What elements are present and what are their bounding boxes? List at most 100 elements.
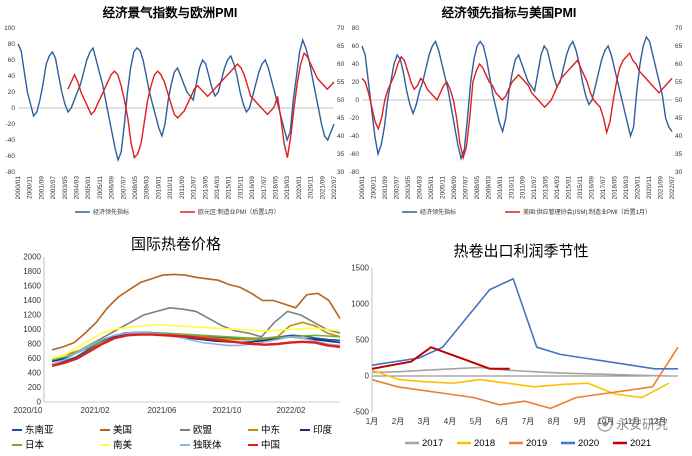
y-tick-right: 70	[337, 25, 345, 32]
x-tick: 2021/09	[319, 176, 326, 200]
y-tick: 1600	[23, 282, 41, 291]
x-tick: 2003/05	[62, 176, 69, 200]
y-tick: 500	[356, 336, 370, 345]
y-tick-left: -80	[350, 169, 360, 176]
x-tick: 2019/03	[623, 176, 630, 200]
legend-item: 经济领先指标	[93, 208, 129, 216]
y-tick-left: 0	[11, 105, 15, 112]
x-tick: 2021/10	[213, 406, 242, 415]
y-tick-right: 50	[675, 97, 683, 104]
chart2-plot: 806040200-20-40-60-807065605550454035302…	[350, 25, 683, 200]
x-tick: 2000/11	[370, 176, 377, 199]
x-tick: 2022/02	[277, 406, 306, 415]
x-tick: 5月	[470, 417, 482, 426]
x-tick: 2014/03	[214, 176, 221, 200]
x-tick: 2005/11	[97, 176, 104, 199]
y-tick-left: -20	[6, 121, 16, 128]
y-tick-right: 35	[337, 151, 345, 158]
legend-item: 日本	[25, 439, 45, 451]
x-tick: 2006/09	[109, 176, 116, 200]
x-tick: 2012/07	[531, 176, 538, 200]
y-tick: 800	[28, 340, 42, 349]
y-tick-right: 30	[337, 169, 345, 176]
legend-item: 欧元区:制造业PMI（后置1月）	[198, 208, 280, 216]
x-tick: 2022/07	[669, 176, 676, 200]
y-tick-left: 80	[352, 25, 360, 32]
series-line	[51, 273, 341, 351]
y-tick-right: 55	[337, 79, 345, 86]
legend-item: 2018	[474, 438, 495, 449]
y-tick-left: 60	[8, 57, 16, 64]
chart4-title: 热卷出口利润季节性	[453, 243, 588, 260]
series-line	[361, 35, 673, 161]
x-tick: 2021/02	[81, 406, 110, 415]
x-tick: 2016/09	[589, 176, 596, 200]
x-tick: 7月	[522, 417, 534, 426]
x-tick: 2011/09	[179, 176, 186, 199]
y-tick-right: 70	[675, 25, 683, 32]
legend-item: 2021	[630, 438, 651, 449]
y-tick-right: 50	[337, 97, 345, 104]
y-tick-left: 40	[8, 73, 16, 80]
y-tick: 1000	[351, 300, 369, 309]
y-tick-left: 60	[352, 43, 360, 50]
x-tick: 2000/01	[15, 176, 22, 200]
y-tick-right: 30	[675, 169, 683, 176]
y-tick-left: -40	[350, 133, 360, 140]
legend-item: 东南亚	[25, 424, 54, 436]
y-tick-left: -80	[6, 169, 16, 176]
series-line	[51, 306, 341, 363]
chart3-title: 国际热卷价格	[131, 236, 221, 253]
x-tick: 2008/05	[132, 176, 139, 200]
x-tick: 2018/05	[272, 176, 279, 200]
legend-item: 经济领先指标	[420, 208, 456, 216]
series-line	[371, 369, 670, 399]
y-tick-left: -60	[350, 151, 360, 158]
x-tick: 2020/11	[646, 176, 653, 199]
x-tick: 8月	[548, 417, 560, 426]
y-tick-right: 55	[675, 79, 683, 86]
x-tick: 1月	[366, 417, 378, 426]
y-tick-left: 20	[352, 79, 360, 86]
x-tick: 2008/05	[474, 176, 481, 200]
chart2-legend: 经济领先指标 美国:供应管理协会(ISM):制造业PMI（后置1月）	[402, 208, 651, 216]
watermark-logo: 永安研究	[597, 416, 668, 432]
y-tick: 1000	[23, 325, 41, 334]
legend-item: 中国	[261, 439, 280, 451]
chart2-title: 经济领先指标与美国PMI	[442, 5, 577, 20]
x-tick: 2005/01	[428, 176, 435, 200]
series-line	[67, 51, 335, 160]
x-tick: 2017/07	[600, 176, 607, 200]
y-tick-left: -20	[350, 115, 360, 122]
y-tick-left: 20	[8, 89, 16, 96]
y-tick-left: 100	[4, 25, 15, 32]
x-tick: 9月	[574, 417, 586, 426]
legend-item: 美国:供应管理协会(ISM):制造业PMI（后置1月）	[523, 208, 651, 216]
x-tick: 2010/11	[167, 176, 174, 199]
y-tick: 0	[37, 398, 42, 407]
y-tick-left: 0	[355, 97, 359, 104]
series-line	[371, 346, 510, 370]
series-line	[361, 51, 673, 161]
y-tick: 1400	[23, 296, 41, 305]
x-tick: 2012/07	[191, 176, 198, 200]
x-tick: 3月	[418, 417, 430, 426]
watermark-text: 永安研究	[616, 417, 668, 432]
y-tick-right: 65	[675, 43, 683, 50]
x-tick: 2009/03	[144, 176, 151, 200]
x-tick: 2014/03	[554, 176, 561, 200]
y-tick: 1500	[351, 264, 369, 273]
y-tick: -500	[353, 408, 370, 417]
series-line	[371, 366, 669, 377]
x-tick: 2019/03	[284, 176, 291, 200]
x-tick: 2020/11	[308, 176, 315, 199]
x-tick: 11月	[624, 417, 640, 426]
x-tick: 2001/09	[382, 176, 389, 200]
y-tick: 2000	[23, 253, 41, 262]
x-tick: 2020/01	[296, 176, 303, 200]
series-line	[371, 277, 678, 370]
y-tick-right: 35	[675, 151, 683, 158]
x-tick: 2011/09	[520, 176, 527, 199]
x-tick: 2022/07	[331, 176, 338, 200]
